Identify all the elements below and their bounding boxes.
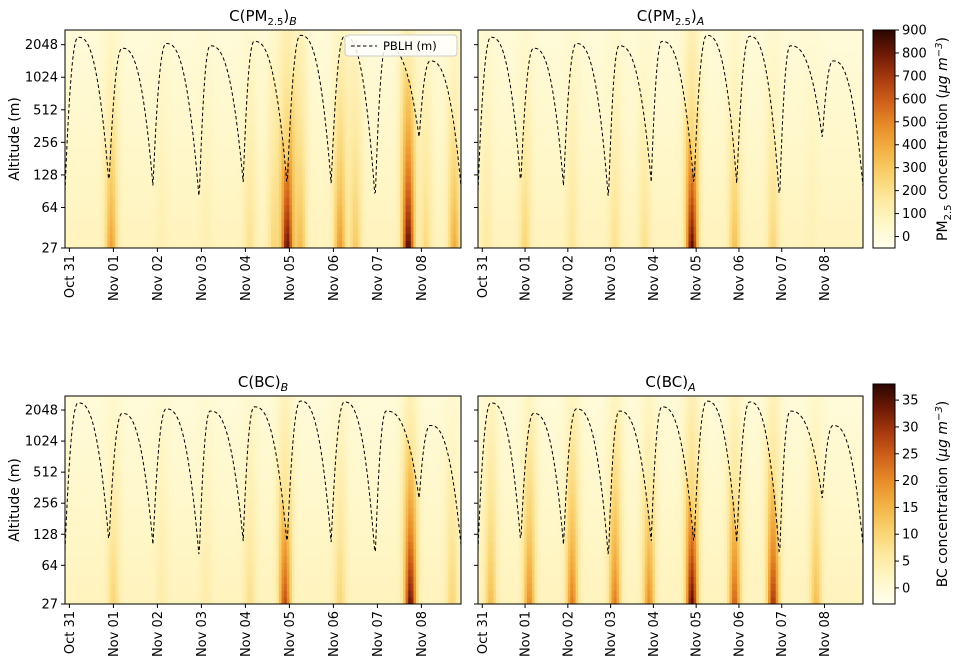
x-tick-label: Nov 05 <box>283 255 298 301</box>
y-tick-label: 27 <box>41 598 58 613</box>
axes-frame <box>477 29 864 249</box>
panel-1: 27 64 128 256 512 1024 2048 Oct 31 Nov 01 Nov 02 N… <box>7 7 462 301</box>
panel-2: Oct 31 Nov 01 Nov 02 Nov 03 Nov 04 Nov 05 Nov … <box>474 7 864 301</box>
x-tick-label: Nov 07 <box>371 255 386 301</box>
y-tick-label: 512 <box>33 103 58 118</box>
x-tick-label: Nov 04 <box>647 611 662 657</box>
x-tick-label: Nov 03 <box>604 255 619 301</box>
x-tick-label: Nov 04 <box>647 255 662 301</box>
colorbar-tick-label: 35 <box>902 394 919 409</box>
x-tick-label: Nov 07 <box>371 611 386 657</box>
colorbar-tick-label: 500 <box>902 115 927 130</box>
colorbar-tick-label: 300 <box>902 161 927 176</box>
panel-title: C(PM2.5)A <box>637 7 705 28</box>
heatmap-field <box>65 396 461 604</box>
pblh-line <box>478 34 863 196</box>
x-tick-label: Nov 04 <box>239 611 254 657</box>
x-tick-label: Nov 04 <box>239 255 254 301</box>
colorbar-tick-label: 900 <box>902 24 927 39</box>
y-tick-label: 256 <box>33 497 58 512</box>
x-tick-label: Nov 01 <box>107 611 122 657</box>
y-tick-label: 256 <box>33 136 58 151</box>
y-tick-label: 128 <box>33 168 58 183</box>
colorbar: 35 30 25 20 15 10 5 0 BC concentration (μg m−3) <box>872 383 951 605</box>
panel-title: C(BC)B <box>238 373 288 394</box>
x-tick-label: Nov 06 <box>327 255 342 301</box>
y-tick-label: 512 <box>33 466 58 481</box>
x-tick-label: Nov 08 <box>818 255 833 301</box>
heatmap-field <box>478 30 863 248</box>
colorbar-tick-label: 15 <box>902 501 919 516</box>
colorbar-tick-label: 20 <box>902 474 919 489</box>
colorbar-tick-label: 10 <box>902 528 919 543</box>
colorbar-tick-label: 400 <box>902 138 927 153</box>
x-tick-label: Nov 08 <box>415 255 430 301</box>
x-tick-label: Nov 03 <box>195 255 210 301</box>
panel-3: 27 64 128 256 512 1024 2048 Oct 31 Nov 01 Nov 02 N… <box>7 373 462 657</box>
x-tick-label: Oct 31 <box>63 611 78 654</box>
legend-label: PBLH (m) <box>383 39 437 53</box>
x-tick-label: Nov 02 <box>561 611 576 657</box>
x-tick-label: Nov 03 <box>195 611 210 657</box>
colorbar-tick-label: 5 <box>902 555 910 570</box>
y-tick-label: 2048 <box>25 38 58 53</box>
y-tick-label: 1024 <box>25 435 58 450</box>
panel-title: C(BC)A <box>645 373 695 394</box>
x-tick-label: Nov 05 <box>283 611 298 657</box>
colorbar-tick-label: 100 <box>902 207 927 222</box>
colorbar-tick-label: 0 <box>902 581 910 596</box>
colorbar-tick-label: 600 <box>902 92 927 107</box>
colorbar-gradient <box>872 29 896 249</box>
y-tick-label: 64 <box>41 559 58 574</box>
colorbar-tick-label: 800 <box>902 46 927 61</box>
x-tick-label: Nov 06 <box>327 611 342 657</box>
y-tick-label: 1024 <box>25 71 58 86</box>
y-axis-label: Altitude (m) <box>7 458 23 542</box>
x-tick-label: Nov 01 <box>519 611 534 657</box>
y-axis-label: Altitude (m) <box>7 97 23 181</box>
x-tick-label: Oct 31 <box>63 255 78 298</box>
x-tick-label: Nov 02 <box>561 255 576 301</box>
pblh-line <box>65 400 461 555</box>
x-tick-label: Nov 01 <box>107 255 122 301</box>
y-tick-label: 64 <box>41 201 58 216</box>
x-tick-label: Nov 08 <box>415 611 430 657</box>
colorbar-label: PM2.5 concentration (μg m−3) <box>934 37 954 241</box>
x-tick-label: Nov 05 <box>690 611 705 657</box>
colorbar-tick-label: 0 <box>902 230 910 245</box>
x-tick-label: Nov 06 <box>732 611 747 657</box>
colorbar: 900 800 700 600 500 400 300 200 100 0 PM2.5 concen… <box>872 24 954 249</box>
colorbar-tick-label: 700 <box>902 69 927 84</box>
panel-4: Oct 31 Nov 01 Nov 02 Nov 03 Nov 04 Nov 05 Nov … <box>474 373 864 657</box>
x-tick-label: Nov 01 <box>519 255 534 301</box>
x-tick-label: Nov 07 <box>775 611 790 657</box>
x-tick-label: Nov 06 <box>732 255 747 301</box>
x-tick-label: Oct 31 <box>476 611 491 654</box>
x-tick-label: Nov 02 <box>151 611 166 657</box>
heatmap-field <box>65 30 461 248</box>
heatmap-field <box>478 396 863 604</box>
legend: PBLH (m) <box>344 34 458 57</box>
x-tick-label: Nov 03 <box>604 611 619 657</box>
y-tick-label: 27 <box>41 242 58 257</box>
colorbar-tick-label: 25 <box>902 447 919 462</box>
axes-frame <box>477 395 864 605</box>
colorbar-gradient <box>872 383 896 605</box>
x-tick-label: Nov 08 <box>818 611 833 657</box>
axes-frame <box>64 395 462 605</box>
pblh-line <box>478 400 863 555</box>
x-tick-label: Nov 07 <box>775 255 790 301</box>
colorbar-tick-label: 200 <box>902 184 927 199</box>
x-tick-label: Oct 31 <box>476 255 491 298</box>
y-tick-label: 128 <box>33 528 58 543</box>
x-tick-label: Nov 05 <box>690 255 705 301</box>
colorbar-tick-label: 30 <box>902 420 919 435</box>
x-tick-label: Nov 02 <box>151 255 166 301</box>
panel-title: C(PM2.5)B <box>229 7 297 28</box>
colorbar-label: BC concentration (μg m−3) <box>934 401 951 588</box>
axes-frame <box>64 29 462 249</box>
y-tick-label: 2048 <box>25 404 58 419</box>
